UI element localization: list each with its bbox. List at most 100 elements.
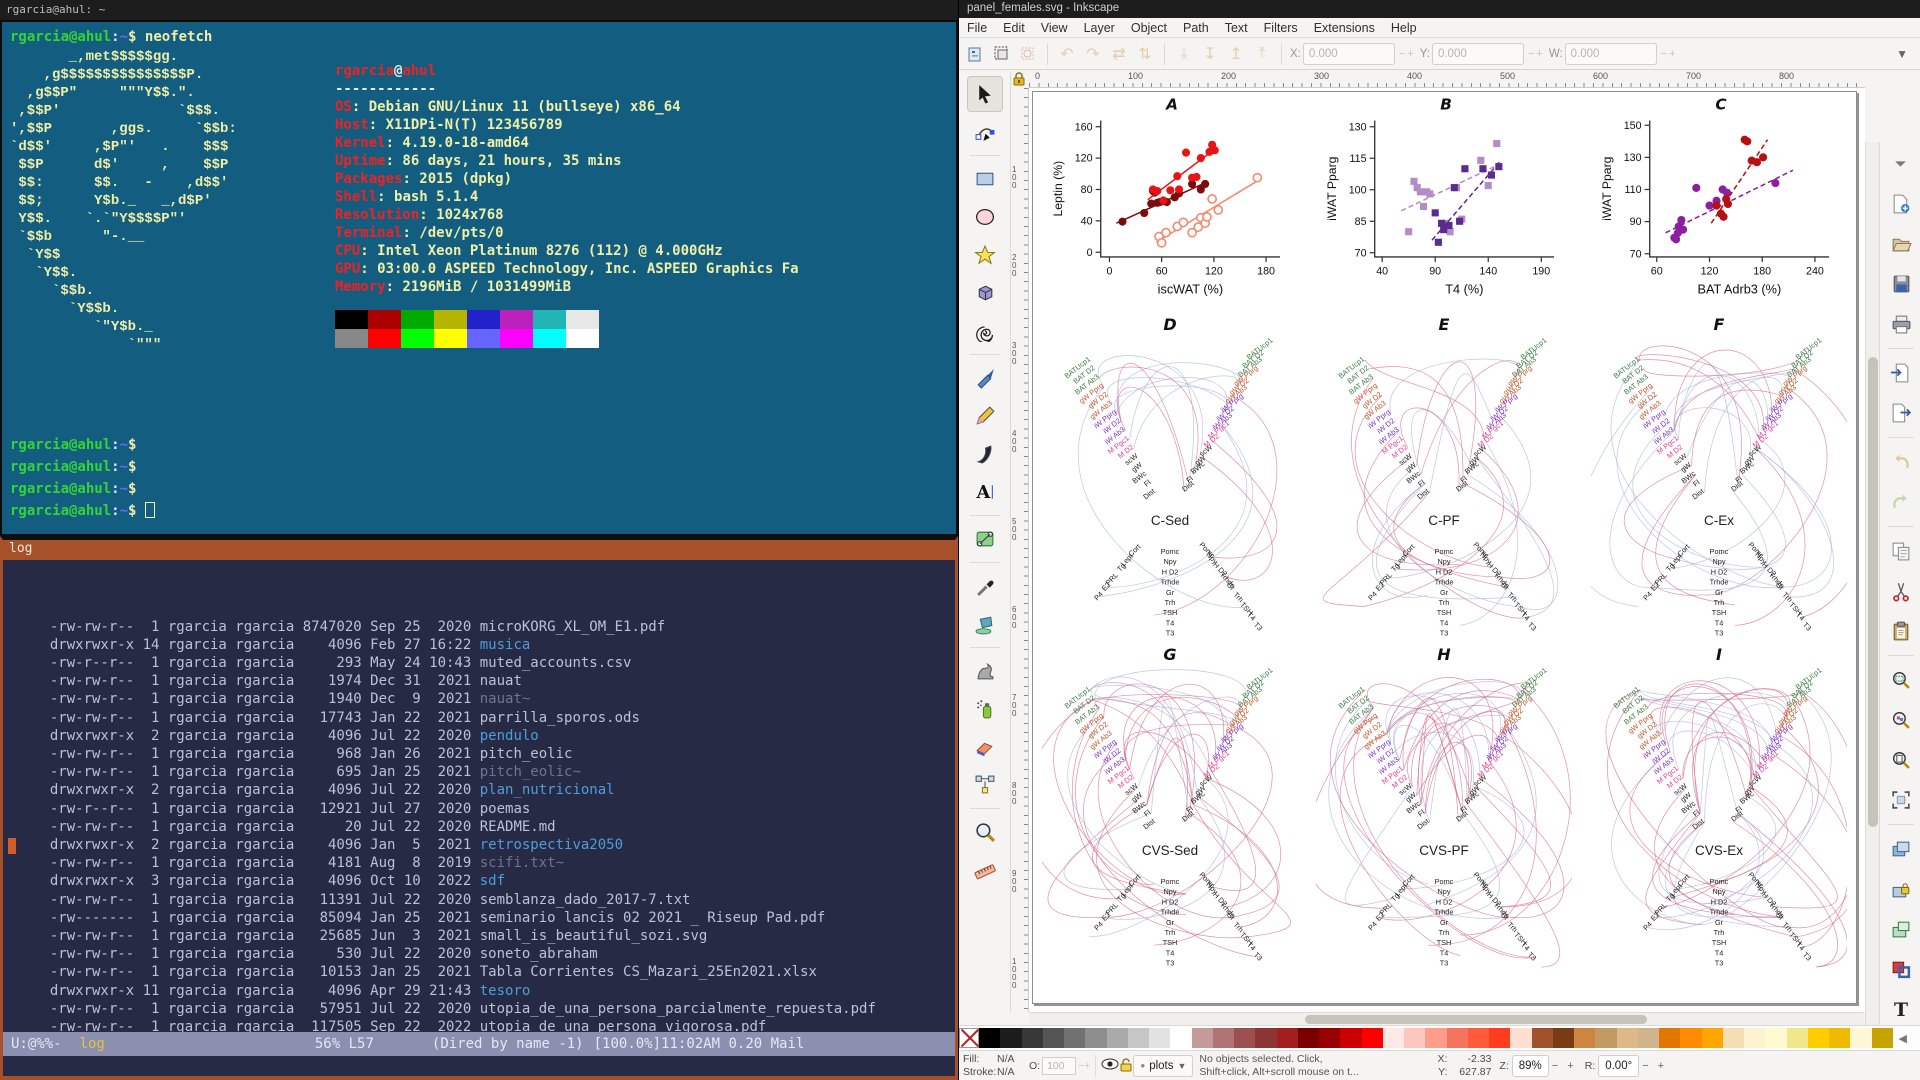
table-row[interactable]: drwxrwxr-x 14 rgarcia rgarcia 4096 Feb 2… <box>33 636 531 653</box>
undo-icon[interactable] <box>1886 447 1916 477</box>
table-row[interactable]: drwxrwxr-x 3 rgarcia rgarcia 4096 Oct 10… <box>33 873 506 890</box>
palette-swatch[interactable] <box>1510 1028 1532 1048</box>
palette-swatch[interactable] <box>1829 1028 1851 1048</box>
palette-swatch[interactable] <box>1106 1028 1128 1048</box>
flip-horizontal-icon[interactable]: ⇄ <box>1112 45 1126 63</box>
palette-scroll-left-icon[interactable]: ◀ <box>1898 1032 1907 1045</box>
toolbar-overflow-icon[interactable]: ▼ <box>1896 46 1908 61</box>
palette-swatch[interactable] <box>979 1028 1001 1048</box>
dired-file-list[interactable]: -rw-rw-r-- 1 rgarcia rgarcia 8747020 Sep… <box>3 560 955 1032</box>
rotation-spinbox[interactable]: R: 0.00° − + <box>1585 1054 1667 1077</box>
raise-icon[interactable]: ↥ <box>1229 45 1243 63</box>
horizontal-ruler[interactable]: 0 100 200 300 400 500 600 700 800 <box>1029 71 1865 88</box>
table-row[interactable]: -rw-rw-r-- 1 rgarcia rgarcia 1974 Dec 31… <box>33 673 522 690</box>
ellipse-tool-icon[interactable] <box>967 199 1003 235</box>
tweak-tool-icon[interactable] <box>967 653 1003 689</box>
palette-swatch[interactable] <box>1531 1028 1553 1048</box>
table-row[interactable]: -rw-rw-r-- 1 rgarcia rgarcia 10153 Jan 2… <box>33 964 817 981</box>
palette-swatch[interactable] <box>1807 1028 1829 1048</box>
zoom-tool-icon[interactable] <box>967 814 1003 850</box>
palette-swatch[interactable] <box>1446 1028 1468 1048</box>
menu-help[interactable]: Help <box>1390 20 1417 35</box>
horizontal-scrollbar-thumb[interactable] <box>1304 1015 1647 1024</box>
palette-swatch[interactable] <box>1021 1028 1043 1048</box>
selection-frame-icon[interactable] <box>1886 785 1916 815</box>
open-document-icon[interactable] <box>1886 229 1916 259</box>
zoom-spinbox[interactable]: Z: 89% − + <box>1499 1054 1576 1077</box>
lower-to-bottom-icon[interactable]: ⤓ <box>1180 44 1188 62</box>
no-color-swatch[interactable] <box>959 1028 979 1048</box>
overflow-chevron-icon[interactable] <box>1886 149 1916 179</box>
spiral-tool-icon[interactable] <box>967 313 1003 349</box>
menu-file[interactable]: File <box>967 20 988 35</box>
palette-swatch[interactable] <box>1659 1028 1681 1048</box>
redo-icon[interactable] <box>1886 487 1916 517</box>
table-row[interactable]: drwxrwxr-x 2 rgarcia rgarcia 4096 Jul 22… <box>33 782 615 799</box>
lock-layer-icon[interactable] <box>1886 874 1916 904</box>
menu-layer[interactable]: Layer <box>1083 20 1115 35</box>
box-3d-tool-icon[interactable] <box>967 275 1003 311</box>
palette-swatch[interactable] <box>1276 1028 1298 1048</box>
table-row[interactable]: -rw-rw-r-- 1 rgarcia rgarcia 20 Jul 22 2… <box>33 818 556 835</box>
palette-swatch[interactable] <box>1170 1028 1192 1048</box>
fill-stroke-indicator[interactable]: Fill: N/A Stroke: N/A <box>963 1052 1015 1078</box>
pencil-tool-icon[interactable] <box>967 398 1003 434</box>
table-row[interactable]: drwxrwxr-x 2 rgarcia rgarcia 4096 Jul 22… <box>33 727 539 744</box>
connector-tool-icon[interactable] <box>967 767 1003 803</box>
palette-swatch[interactable] <box>1616 1028 1638 1048</box>
zoom-drawing-icon[interactable] <box>1886 705 1916 735</box>
table-row[interactable]: -rw-rw-r-- 1 rgarcia rgarcia 968 Jan 26 … <box>33 746 573 763</box>
copy-icon[interactable] <box>1886 536 1916 566</box>
eraser-tool-icon[interactable] <box>967 729 1003 765</box>
horizontal-scrollbar[interactable] <box>1029 1012 1864 1025</box>
palette-swatch[interactable] <box>1340 1028 1362 1048</box>
table-row[interactable]: drwxrwxr-x 11 rgarcia rgarcia 4096 Apr 2… <box>33 982 531 999</box>
text-editor-icon[interactable]: T <box>1886 994 1916 1024</box>
palette-swatch[interactable] <box>1467 1028 1489 1048</box>
gradient-tool-icon[interactable] <box>967 521 1003 557</box>
palette-swatch[interactable] <box>1595 1028 1617 1048</box>
palette-swatch[interactable] <box>1637 1028 1659 1048</box>
palette-swatch[interactable] <box>1297 1028 1319 1048</box>
palette-swatch[interactable] <box>1042 1028 1064 1048</box>
raise-layer-icon[interactable] <box>1886 834 1916 864</box>
table-row[interactable]: -rw-rw-r-- 1 rgarcia rgarcia 25685 Jun 3… <box>33 928 708 945</box>
vertical-scrollbar-thumb[interactable] <box>1868 357 1878 827</box>
pen-tool-icon[interactable] <box>967 360 1003 396</box>
measure-tool-icon[interactable] <box>967 852 1003 888</box>
rotate-cw-icon[interactable]: ↷ <box>1086 45 1100 63</box>
palette-swatch[interactable] <box>1552 1028 1574 1048</box>
palette-swatch[interactable] <box>1871 1028 1893 1048</box>
menu-extensions[interactable]: Extensions <box>1313 20 1375 35</box>
table-row[interactable]: -rw-rw-r-- 1 rgarcia rgarcia 117505 Sep … <box>33 1019 767 1032</box>
deselect-icon[interactable] <box>1017 43 1039 65</box>
fill-stroke-icon[interactable] <box>1886 954 1916 984</box>
table-row[interactable]: -rw-rw-r-- 1 rgarcia rgarcia 4181 Aug 8 … <box>33 855 565 872</box>
palette-swatch[interactable] <box>1191 1028 1213 1048</box>
opacity-spinbox[interactable]: O: 100 −+ <box>1029 1056 1090 1075</box>
inkscape-canvas[interactable]: A 0 40 80 120 160 0 60 120 180 Leptin (%) iscWAT (%… <box>1029 88 1865 1012</box>
y-coordinate-spinbox[interactable]: Y: 0.000 −+ <box>1420 42 1545 65</box>
zoom-selection-icon[interactable] <box>1886 665 1916 695</box>
palette-swatch[interactable] <box>1149 1028 1171 1048</box>
rotate-ccw-icon[interactable]: ↶ <box>1060 45 1074 63</box>
export-icon[interactable] <box>1886 398 1916 428</box>
spray-tool-icon[interactable] <box>967 691 1003 727</box>
save-document-icon[interactable] <box>1886 269 1916 299</box>
shell-prompts[interactable]: rgarcia@ahul:~$ rgarcia@ahul:~$ rgarcia@ah… <box>10 436 156 524</box>
zoom-page-icon[interactable] <box>1886 745 1916 775</box>
star-tool-icon[interactable] <box>967 237 1003 273</box>
width-spinbox[interactable]: W: 0.000 −+ <box>1549 42 1678 65</box>
table-row[interactable]: -rw-rw-r-- 1 rgarcia rgarcia 8747020 Sep… <box>33 618 666 635</box>
select-all-icon[interactable] <box>965 43 987 65</box>
flip-vertical-icon[interactable]: ⇅ <box>1138 45 1152 63</box>
palette-swatch[interactable] <box>1404 1028 1426 1048</box>
palette-swatch[interactable] <box>1786 1028 1808 1048</box>
paint-bucket-tool-icon[interactable] <box>967 606 1003 642</box>
menu-view[interactable]: View <box>1040 20 1068 35</box>
table-row[interactable]: -rw-r--r-- 1 rgarcia rgarcia 293 May 24 … <box>33 655 632 672</box>
palette-swatch[interactable] <box>1255 1028 1277 1048</box>
menu-text[interactable]: Text <box>1224 20 1248 35</box>
palette-swatch[interactable] <box>1425 1028 1447 1048</box>
table-row[interactable]: -rw-rw-r-- 1 rgarcia rgarcia 57951 Jul 2… <box>33 1000 876 1017</box>
